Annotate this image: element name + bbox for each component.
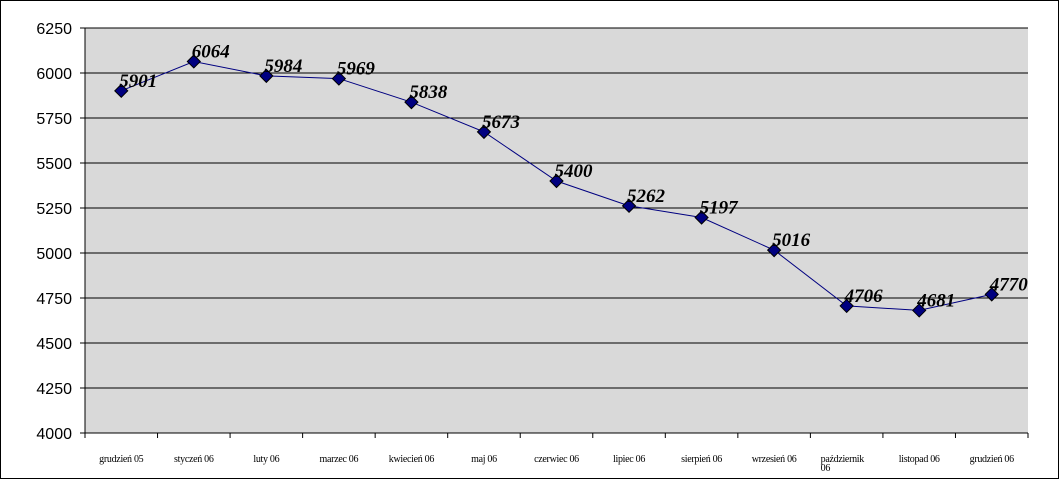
- y-tick-label: 4750: [36, 291, 72, 308]
- data-point-marker: [984, 287, 999, 302]
- x-tick-label: październik 06: [821, 454, 865, 474]
- data-label: 4770: [989, 274, 1028, 295]
- y-tick-label: 4500: [36, 336, 72, 353]
- y-tick-label: 4000: [36, 426, 72, 443]
- data-point-marker: [259, 68, 274, 84]
- x-tick-label: styczeń 06: [174, 454, 214, 465]
- data-label: 5262: [627, 186, 666, 207]
- x-tick-label: czerwiec 06: [534, 454, 579, 465]
- data-point-marker: [186, 54, 202, 69]
- y-tick-label: 5000: [36, 246, 72, 263]
- gridlines: [80, 27, 1028, 434]
- data-label: 5838: [409, 82, 448, 103]
- x-tick-label: luty 06: [253, 454, 279, 465]
- data-point-marker: [331, 71, 347, 86]
- x-tick-label: grudzień 05: [99, 454, 143, 465]
- data-label: 4706: [844, 286, 884, 307]
- x-axis-tick-labels: grudzień 05 styczeń 06 luty 06 marzec 06 kwi…: [99, 454, 1014, 474]
- y-axis-tick-labels: 4000 4250 4500 4750 5000 5250 5500 5750 6000 6250: [36, 21, 72, 443]
- x-tick-label: marzec 06: [320, 454, 359, 465]
- data-point-marker: [404, 94, 419, 110]
- y-tick-label: 5250: [36, 201, 72, 218]
- data-point-marker: [621, 198, 637, 214]
- x-tick-label: kwiecień 06: [389, 454, 435, 465]
- data-point-marker: [839, 298, 854, 314]
- data-point-marker: [476, 124, 492, 140]
- x-tick-label: maj 06: [471, 454, 497, 465]
- y-tick-label: 6250: [36, 21, 72, 38]
- plot-area: [85, 28, 1028, 433]
- data-point-marker: [911, 303, 927, 318]
- x-tick-label: lipiec 06: [613, 454, 645, 465]
- data-label: 5969: [337, 59, 376, 80]
- data-point-marker: [766, 242, 782, 258]
- x-tick-label: grudzień 06: [970, 454, 1014, 465]
- data-label: 4681: [916, 290, 955, 311]
- data-point-marker: [694, 210, 709, 225]
- data-label: 5673: [482, 112, 520, 133]
- data-label: 5197: [700, 198, 740, 219]
- data-label: 5984: [264, 56, 302, 77]
- data-labels: 5901 6064 5984 5969 5838 5673 5400 5262 5197 5016…: [119, 41, 1028, 311]
- y-tick-label: 4250: [36, 381, 72, 398]
- data-point-marker: [114, 83, 129, 99]
- x-tick-label: wrzesień 06: [752, 454, 797, 465]
- data-label: 5016: [772, 230, 811, 251]
- data-label: 5901: [119, 71, 157, 92]
- x-tick-label: sierpień 06: [681, 454, 722, 465]
- axes: [84, 28, 1029, 438]
- data-point-marker: [549, 173, 564, 189]
- data-label: 5400: [555, 161, 594, 182]
- y-tick-label: 5750: [36, 111, 72, 128]
- x-tick-label: listopad 06: [899, 454, 940, 465]
- y-tick-label: 5500: [36, 156, 72, 173]
- data-markers: [114, 54, 999, 318]
- y-tick-label: 6000: [36, 66, 72, 83]
- data-label: 6064: [192, 41, 230, 62]
